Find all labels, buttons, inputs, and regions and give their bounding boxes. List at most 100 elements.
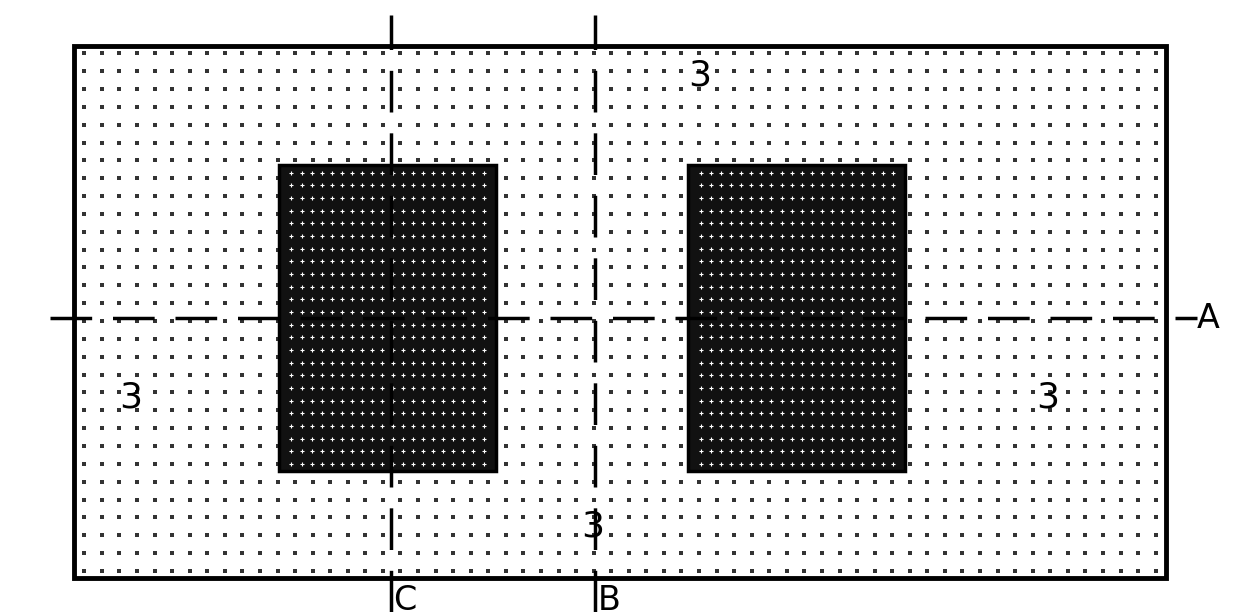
Point (145, 424, 165, 433)
Point (391, 441, 410, 451)
Point (383, 206, 403, 215)
Point (461, 459, 481, 469)
Point (464, 168, 484, 177)
Point (444, 256, 464, 266)
Point (464, 294, 484, 304)
Point (423, 383, 443, 393)
Point (759, 405, 779, 415)
Point (162, 352, 182, 362)
Point (1094, 155, 1114, 165)
Point (900, 120, 920, 130)
Point (732, 434, 751, 444)
Point (383, 244, 403, 253)
Point (1006, 512, 1025, 522)
Point (342, 421, 362, 431)
Point (301, 383, 321, 393)
Point (126, 209, 146, 219)
Point (425, 494, 445, 504)
Point (742, 405, 761, 415)
Point (1094, 48, 1114, 58)
Point (792, 396, 812, 406)
Point (742, 193, 761, 203)
Point (145, 512, 165, 522)
Point (454, 256, 474, 266)
Point (461, 155, 481, 165)
Point (873, 282, 893, 291)
Point (842, 345, 862, 355)
Point (832, 294, 852, 304)
Point (1058, 459, 1078, 469)
Point (1111, 155, 1131, 165)
Point (900, 566, 920, 576)
Point (781, 231, 801, 241)
Point (322, 383, 342, 393)
Point (109, 566, 129, 576)
Point (479, 566, 498, 576)
Point (322, 319, 342, 329)
Point (653, 227, 673, 237)
Point (403, 206, 423, 215)
Point (162, 531, 182, 540)
Point (454, 193, 474, 203)
Point (601, 120, 621, 130)
Point (759, 298, 779, 308)
Point (496, 263, 516, 272)
Point (393, 370, 413, 380)
Point (832, 396, 852, 406)
Point (988, 227, 1008, 237)
Point (689, 531, 709, 540)
Point (847, 102, 867, 112)
Point (724, 370, 744, 379)
Point (707, 263, 727, 272)
Point (215, 138, 234, 147)
Point (461, 280, 481, 290)
Point (873, 231, 893, 241)
Point (474, 434, 494, 444)
Point (1023, 84, 1043, 94)
Point (496, 227, 516, 237)
Point (413, 383, 433, 393)
Point (689, 370, 709, 379)
Point (781, 307, 801, 317)
Point (1111, 280, 1131, 290)
Point (873, 269, 893, 279)
Point (864, 424, 884, 433)
Point (1094, 263, 1114, 272)
Point (461, 245, 481, 255)
Point (311, 396, 331, 406)
Point (320, 120, 340, 130)
Point (636, 424, 656, 433)
Point (337, 138, 357, 147)
Point (601, 566, 621, 576)
Point (863, 408, 883, 418)
Point (842, 256, 862, 266)
Point (636, 512, 656, 522)
Point (443, 84, 463, 94)
Point (832, 319, 852, 329)
Point (74, 155, 94, 165)
Point (1128, 531, 1148, 540)
Point (970, 441, 990, 451)
Point (322, 408, 342, 418)
Point (408, 352, 428, 362)
Point (464, 256, 484, 266)
Point (584, 263, 604, 272)
Point (742, 269, 761, 279)
Point (356, 316, 376, 326)
Point (250, 245, 270, 255)
Point (479, 209, 498, 219)
Point (1146, 120, 1166, 130)
Point (1006, 531, 1025, 540)
Point (126, 280, 146, 290)
Point (720, 181, 740, 190)
Point (1058, 512, 1078, 522)
Point (391, 477, 410, 487)
Point (281, 256, 301, 266)
Bar (688, 165, 905, 471)
Point (372, 421, 392, 431)
Point (720, 282, 740, 291)
Point (847, 245, 867, 255)
Point (301, 181, 321, 190)
Point (619, 370, 639, 379)
Point (548, 120, 568, 130)
